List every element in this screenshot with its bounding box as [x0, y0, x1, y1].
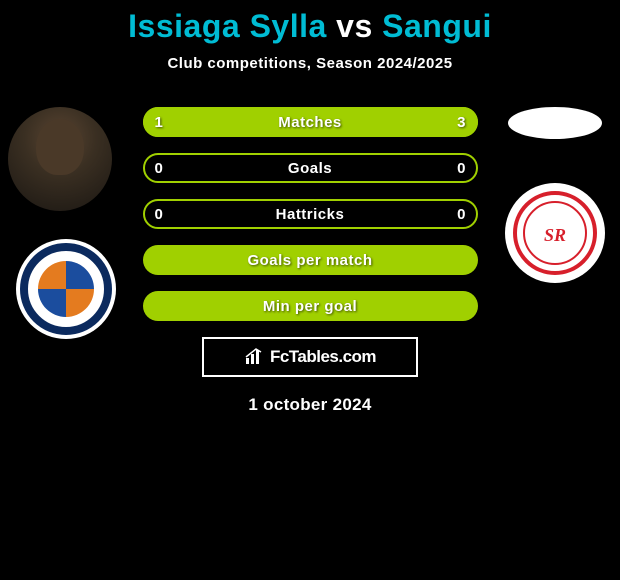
subtitle: Club competitions, Season 2024/2025: [0, 55, 620, 72]
player1-club-badge: [16, 239, 116, 339]
player1-name: Issiaga Sylla: [128, 8, 327, 44]
comparison-title: Issiaga Sylla vs Sangui: [0, 0, 620, 45]
right-column: SR: [500, 107, 610, 283]
stat-row-goals: 0 Goals 0: [143, 153, 478, 183]
stat-right-value: 3: [457, 107, 465, 137]
player2-photo-placeholder: [508, 107, 602, 139]
brand-box: FcTables.com: [202, 337, 418, 377]
player2-name: Sangui: [382, 8, 492, 44]
stat-right-value: 0: [457, 199, 465, 229]
chart-icon: [244, 348, 266, 366]
brand-text: FcTables.com: [270, 347, 376, 367]
left-column: [8, 107, 123, 339]
content-area: SR 1 Matches 3 0 Goals 0 0 Hattricks 0 G: [0, 107, 620, 415]
player1-photo: [8, 107, 112, 211]
reims-badge-text: SR: [517, 225, 593, 246]
stat-row-hattricks: 0 Hattricks 0: [143, 199, 478, 229]
stat-row-min-per-goal: Min per goal: [143, 291, 478, 321]
stat-label: Min per goal: [143, 291, 478, 321]
player2-club-badge: SR: [505, 183, 605, 283]
stat-label: Hattricks: [143, 199, 478, 229]
vs-text: vs: [336, 8, 373, 44]
date-text: 1 october 2024: [0, 395, 620, 415]
stat-row-matches: 1 Matches 3: [143, 107, 478, 137]
stat-label: Goals: [143, 153, 478, 183]
stat-bars: 1 Matches 3 0 Goals 0 0 Hattricks 0 Goal…: [143, 107, 478, 321]
stat-label: Matches: [143, 107, 478, 137]
stat-row-goals-per-match: Goals per match: [143, 245, 478, 275]
stat-label: Goals per match: [143, 245, 478, 275]
stat-right-value: 0: [457, 153, 465, 183]
